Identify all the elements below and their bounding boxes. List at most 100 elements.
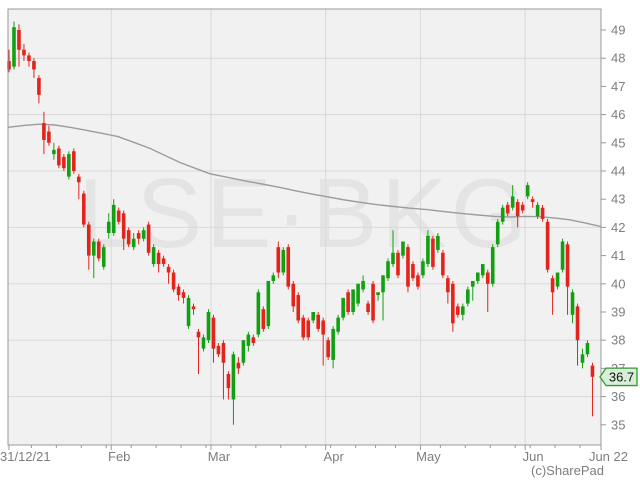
candle-body [535, 204, 540, 217]
candlestick-up [151, 244, 156, 267]
candlestick-down [446, 275, 450, 304]
candle-body [221, 343, 226, 363]
candlestick-down [166, 264, 171, 284]
candle-body [391, 252, 395, 265]
candle-body [396, 252, 400, 276]
candlestick-down [121, 210, 126, 250]
candlestick-down [17, 24, 21, 67]
candle-body [281, 249, 286, 273]
candlestick-up [141, 227, 146, 242]
candle-body [216, 345, 221, 355]
candlestick-down [406, 244, 410, 293]
candlestick-up [376, 292, 380, 301]
candlestick-down [126, 227, 131, 248]
candlestick-up [580, 348, 585, 369]
candle-body [82, 193, 86, 225]
candle-body [101, 247, 106, 267]
candlestick-down [37, 75, 41, 104]
x-month-label: May [416, 449, 441, 464]
candlestick-up [231, 351, 236, 425]
candlestick-up [495, 218, 500, 248]
candlestick-down [296, 292, 301, 324]
candlestick-down [196, 328, 201, 375]
candle-body [411, 264, 415, 279]
sharepad-credit: (c)SharePad [531, 463, 604, 478]
candlestick-down [47, 125, 51, 146]
y-tick-label: 45 [611, 135, 625, 150]
candle-body [266, 280, 271, 327]
candlestick-down [116, 207, 121, 225]
last-price-tag: 36.7 [599, 367, 638, 387]
candle-body [176, 286, 181, 296]
candlestick-up [341, 297, 345, 321]
candle-body [316, 314, 320, 329]
candle-body [485, 272, 490, 284]
y-tick-label: 39 [611, 305, 625, 320]
candle-body [256, 292, 261, 335]
candlestick-down [416, 272, 420, 290]
candlestick-down [146, 221, 151, 256]
candle-body [321, 320, 325, 335]
candle-body [520, 204, 525, 211]
candlestick-up [421, 258, 425, 279]
candle-body [32, 61, 36, 70]
moving-average-line [7, 123, 602, 228]
candlestick-up [381, 275, 385, 321]
candlestick-down [321, 317, 325, 366]
candle-body [77, 176, 81, 183]
candle-body [510, 196, 515, 208]
candlestick-down [451, 280, 455, 332]
candlestick-down [540, 204, 545, 222]
candle-body [141, 230, 146, 239]
candlestick-down [32, 58, 36, 78]
x-month-label: Feb [108, 449, 130, 464]
candlestick-up [111, 199, 116, 236]
candle-body [336, 317, 340, 332]
candlestick-down [431, 235, 435, 270]
candlestick-up [101, 244, 106, 270]
candle-body [226, 374, 231, 389]
x-month-label: Mar [208, 449, 231, 464]
candlestick-down [72, 148, 76, 174]
candle-body [341, 297, 345, 318]
x-start-label: 31/12/21 [0, 449, 51, 464]
candle-body [7, 61, 11, 70]
candle-body [456, 306, 460, 315]
candlestick-up [401, 241, 405, 259]
candle-body [96, 241, 101, 259]
candlestick-up [510, 185, 515, 211]
candlestick-down [221, 340, 226, 400]
candlestick-down [590, 362, 595, 417]
candlestick-down [62, 154, 66, 171]
candlestick-up [525, 182, 530, 200]
candlestick-down [515, 199, 520, 228]
candle-body [236, 362, 241, 369]
date-axis: 31/12/21 Feb Mar Apr May Jun Jun 22 [0, 445, 628, 464]
y-tick-label: 40 [611, 276, 625, 291]
candle-body [42, 123, 46, 140]
candle-body [540, 207, 545, 219]
candle-body [211, 317, 216, 349]
candle-body [441, 252, 445, 276]
candle-body [291, 283, 296, 307]
candlestick-down [161, 255, 166, 267]
candle-body [186, 297, 191, 327]
candle-body [241, 340, 246, 363]
candlestick-up [466, 286, 470, 307]
candle-body [545, 221, 550, 270]
candle-body [196, 331, 201, 338]
candle-body [356, 283, 360, 304]
x-end-label: Jun 22 [589, 449, 628, 464]
candle-body [72, 151, 76, 171]
candle-body [37, 77, 41, 95]
candle-body [166, 266, 171, 273]
candlestick-down [171, 269, 176, 293]
candle-body [191, 306, 196, 310]
candle-body [106, 221, 111, 234]
candle-body [490, 247, 495, 284]
y-tick-label: 35 [611, 417, 625, 432]
candle-body [276, 247, 281, 273]
candlestick-up [336, 314, 340, 335]
